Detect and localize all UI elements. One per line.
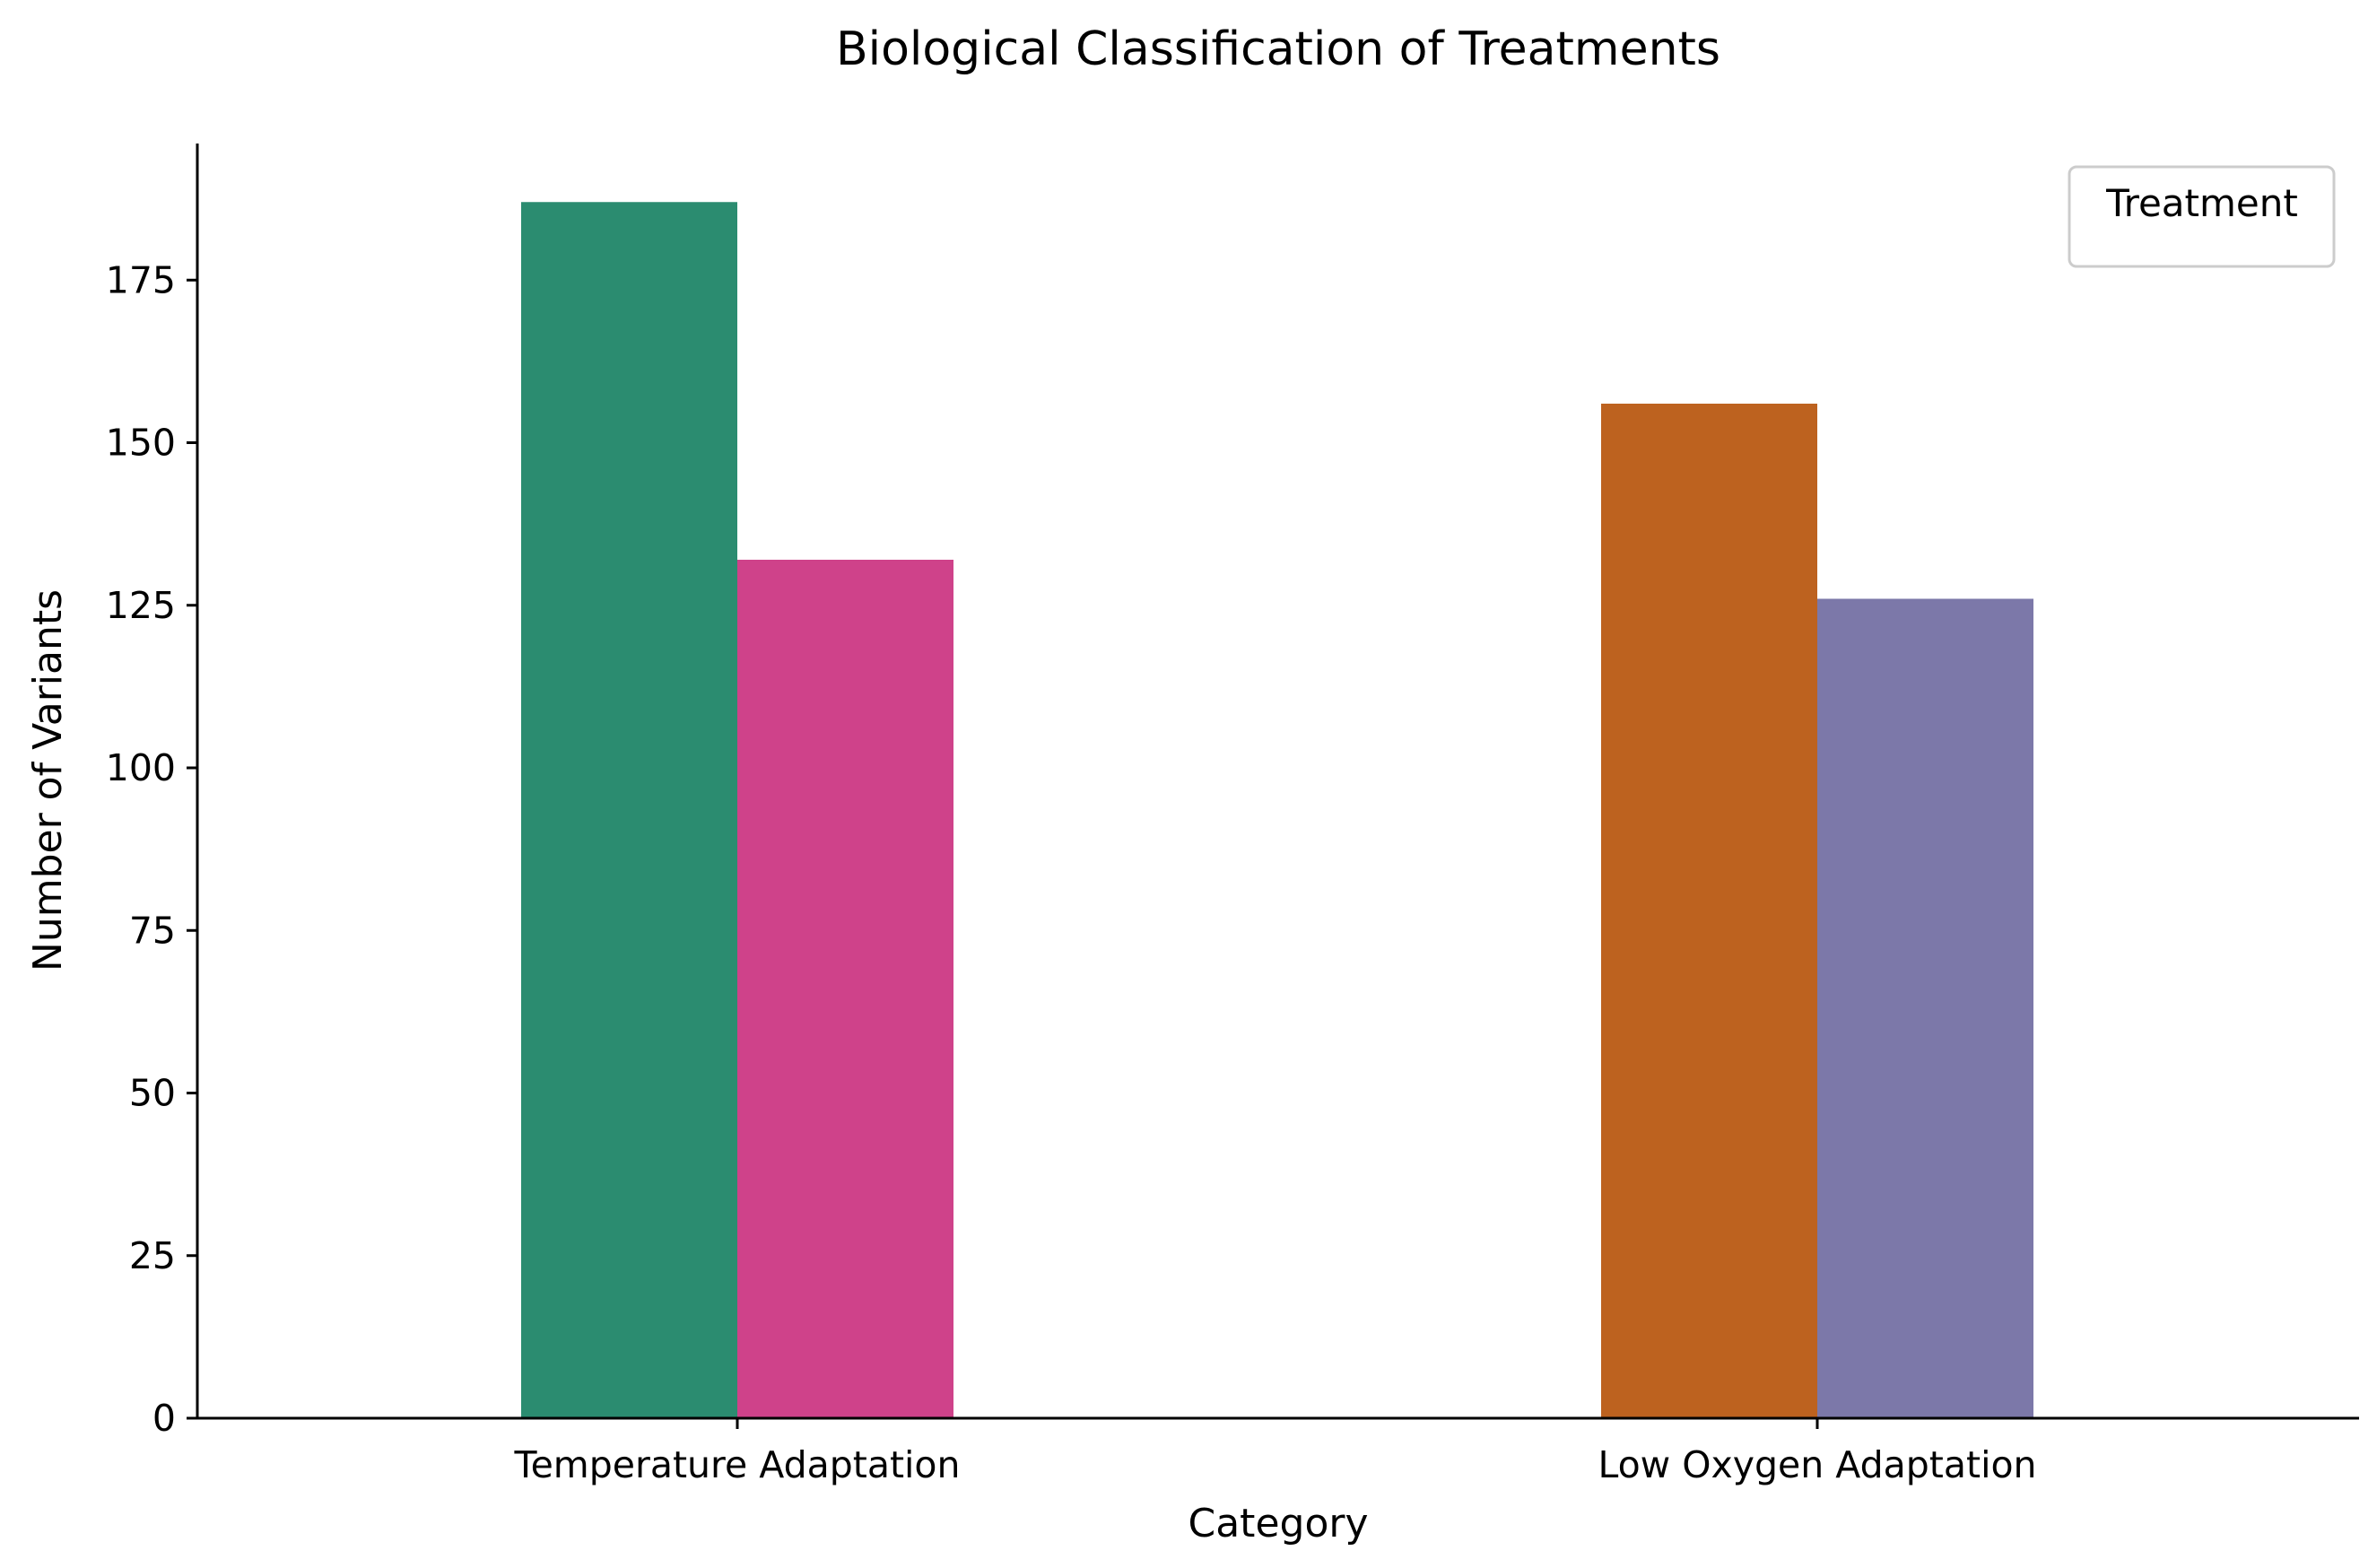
y-axis-ticks: 0 25 50 75 100 125 150 175 — [106, 258, 197, 1440]
bars-group — [521, 202, 2033, 1418]
bar-low-oxygen-adaptation-2 — [1817, 598, 2033, 1418]
y-tick-label: 50 — [129, 1072, 176, 1115]
x-tick-label: Low Oxygen Adaptation — [1598, 1443, 2036, 1486]
x-tick-label: Temperature Adaptation — [514, 1443, 961, 1486]
y-tick-label: 125 — [106, 584, 176, 627]
legend-title: Treatment — [2105, 181, 2298, 225]
chart-title: Biological Classification of Treatments — [836, 22, 1720, 76]
bar-low-oxygen-adaptation-1 — [1601, 404, 1817, 1418]
bar-temperature-adaptation-2 — [737, 560, 953, 1418]
y-tick-label: 0 — [152, 1397, 176, 1440]
legend: Treatment — [2068, 165, 2336, 268]
y-tick-label: 25 — [129, 1234, 176, 1277]
y-tick-label: 150 — [106, 422, 176, 465]
x-axis-label: Category — [1188, 1501, 1369, 1546]
y-tick-label: 75 — [129, 909, 176, 952]
legend-box — [2068, 165, 2336, 268]
y-tick-label: 100 — [106, 746, 176, 789]
x-axis-ticks: Temperature Adaptation Low Oxygen Adaptat… — [514, 1418, 2037, 1486]
bar-temperature-adaptation-1 — [521, 202, 737, 1418]
y-tick-label: 175 — [106, 258, 176, 301]
y-axis-label: Number of Variants — [25, 589, 71, 971]
